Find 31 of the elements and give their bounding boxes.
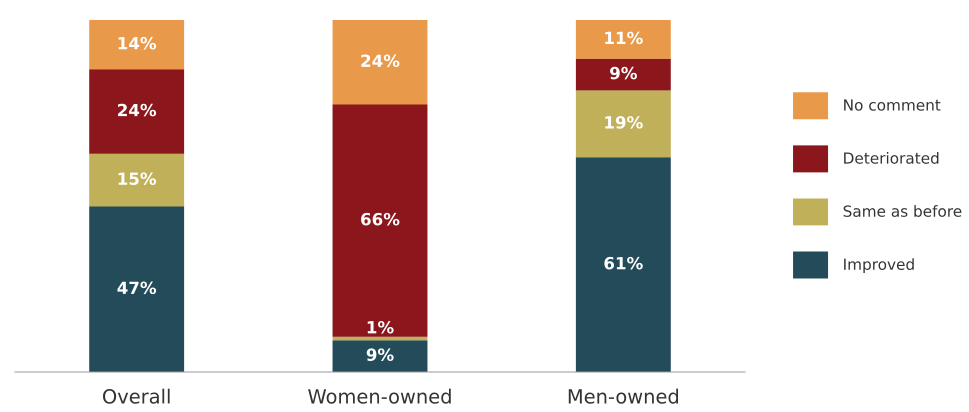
- data-label: 24%: [118, 104, 156, 116]
- bar: [576, 90, 671, 158]
- bar: [576, 20, 671, 59]
- bar: [332, 340, 428, 372]
- data-label: 19%: [605, 116, 643, 129]
- bar: [332, 20, 428, 104]
- data-label: 11%: [605, 32, 643, 44]
- bar: [89, 206, 184, 372]
- bar: [576, 58, 671, 90]
- bar: [89, 154, 184, 207]
- bar: [332, 104, 428, 337]
- data-label: 66%: [361, 212, 400, 226]
- x-tick-label: Overall: [103, 388, 170, 404]
- data-label: 9%: [366, 348, 394, 361]
- data-label: 24%: [361, 54, 400, 68]
- bar: [332, 336, 428, 340]
- bar: [576, 157, 671, 372]
- data-label: 15%: [118, 172, 156, 185]
- legend-label: Same as before: [844, 205, 962, 217]
- data-label: 9%: [610, 66, 637, 80]
- bar: [89, 20, 184, 70]
- legend-label: No comment: [844, 99, 940, 111]
- data-label: 1%: [368, 320, 394, 334]
- legend-label: Improved: [844, 258, 914, 273]
- data-label: 14%: [118, 36, 156, 50]
- x-tick-label: Men-owned: [568, 388, 678, 404]
- legend-label: Deteriorated: [844, 152, 938, 164]
- data-label: 47%: [117, 282, 156, 294]
- data-label: 61%: [604, 256, 643, 270]
- bar: [89, 69, 184, 154]
- x-tick-label: Women-owned: [308, 388, 451, 404]
